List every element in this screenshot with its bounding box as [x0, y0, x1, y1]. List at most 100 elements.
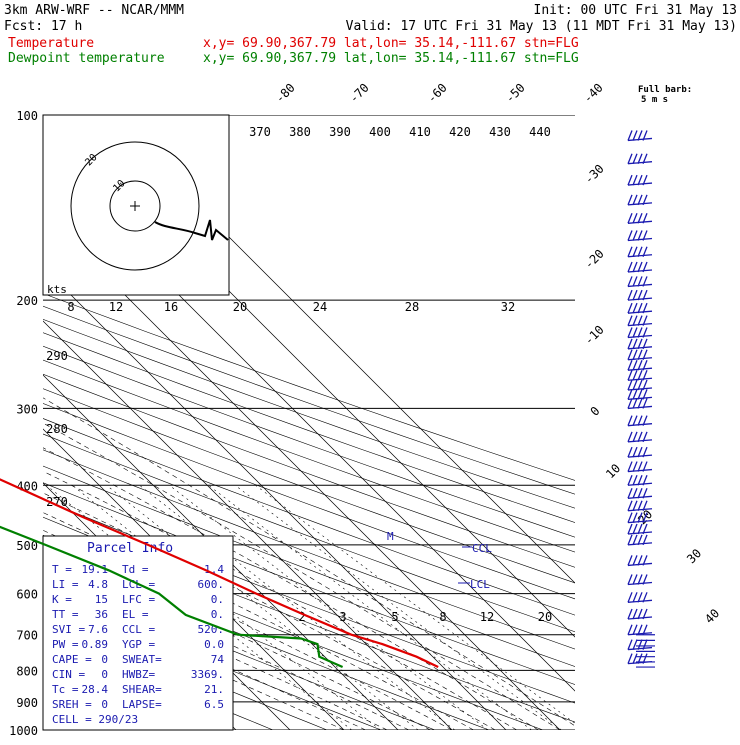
parcel-info-cell: Td = — [122, 563, 149, 576]
wind-barb-flag — [637, 338, 643, 350]
wind-barb-flag — [627, 534, 633, 546]
wind-barb-flag — [642, 488, 648, 499]
wind-barb-flag — [642, 555, 648, 566]
dry-adiabat — [43, 388, 575, 584]
wind-barb-flag — [627, 446, 633, 458]
pressure-tick-label: 800 — [16, 664, 38, 678]
wind-barb-flag — [627, 398, 633, 409]
parcel-info-cell: PW = — [52, 638, 79, 651]
wind-barb-shaft — [627, 269, 653, 273]
wind-barb-flag — [642, 415, 648, 426]
pressure-tick-label: 500 — [16, 539, 38, 553]
wind-barb-shaft — [627, 616, 653, 620]
wind-barb-flag — [632, 379, 638, 391]
wind-barb-flag — [637, 500, 643, 511]
wind-barb-flag — [632, 523, 638, 535]
wind-barb-flag — [642, 446, 648, 458]
wind-barb-shaft — [627, 220, 653, 224]
parcel-info-cell: 7.6 — [88, 623, 108, 636]
wind-barb-flag — [637, 534, 643, 546]
wind-barb-flag — [627, 523, 633, 535]
theta-label: 370 — [249, 125, 271, 139]
wind-barb-flag — [632, 338, 638, 350]
wind-barb-flag — [632, 555, 638, 566]
wind-barb-flag — [637, 555, 643, 566]
wind-barb-flag — [637, 302, 643, 314]
wind-barb-shaft — [627, 531, 653, 535]
wind-barb-flag — [632, 461, 638, 472]
wind-barb-flag — [642, 389, 648, 400]
theta-labels: 370 380 390 400 410 420 430 440 290 280 270 — [46, 125, 551, 509]
wind-barb-flag — [627, 488, 633, 499]
wind-barb-flag — [632, 153, 638, 164]
wind-barb-shaft — [627, 646, 653, 651]
pressure-tick-label: 600 — [16, 588, 38, 602]
wind-barb-flag — [637, 359, 643, 371]
wind-barb-flag — [637, 194, 643, 206]
wind-barb-flag — [637, 523, 643, 535]
wind-barb-flag — [632, 512, 638, 523]
wind-barb-flag — [642, 574, 648, 585]
moist-adiabat — [43, 545, 431, 730]
isotherm-label: -10 — [582, 323, 607, 348]
wind-barb-shaft — [627, 562, 653, 567]
parcel-info-cell: 600. — [198, 578, 225, 591]
wind-barb-flag — [627, 276, 633, 287]
pressure-tick-label: 100 — [16, 109, 38, 123]
parcel-info-cell: 28.4 — [82, 683, 109, 696]
wind-barb-flag — [642, 370, 648, 381]
hodograph-units: kts — [47, 283, 67, 296]
moist-adiabat — [43, 422, 561, 730]
wind-barb-flag — [637, 592, 643, 603]
model-title: 3km ARW-WRF -- NCAR/MMM — [4, 3, 184, 18]
wind-barb-shaft — [627, 182, 653, 186]
wind-barb-flag — [627, 653, 633, 664]
wind-barb-flag — [637, 261, 643, 273]
wind-barb-flag — [627, 475, 633, 486]
wind-barb-shaft — [627, 367, 653, 371]
wind-barb-flag — [627, 174, 633, 186]
parcel-info-cell: LAPSE= — [122, 698, 162, 711]
wind-barb-shaft — [627, 482, 653, 486]
wind-barb-flag — [627, 338, 633, 350]
pressure-tick-label: 300 — [16, 402, 38, 416]
dry-adiabat — [43, 499, 575, 704]
parcel-info-cell: SWEAT= — [122, 653, 162, 666]
wind-barb-shaft — [627, 519, 653, 524]
wind-barb-shaft — [627, 599, 653, 603]
mixing-ratio-labels: 8 12 16 20 24 28 32 2 3 5 8 12 20 — [67, 300, 552, 624]
init-time: Init: 00 UTC Fri 31 May 13 — [534, 3, 738, 18]
wind-barb-flag — [637, 446, 643, 458]
wind-barb-shaft — [627, 254, 653, 258]
wind-barb-flag — [627, 389, 633, 400]
wind-barb-flag — [632, 608, 638, 620]
wind-barb-flag — [632, 592, 638, 603]
wind-barb-shaft — [627, 405, 653, 410]
dry-adiabat — [43, 359, 575, 553]
wind-barb-flag — [642, 461, 648, 472]
wind-barb-flag — [642, 500, 648, 511]
wind-barb-shaft — [627, 137, 653, 142]
wind-barb-flag — [642, 338, 648, 350]
wind-barb-flag — [637, 246, 643, 257]
wind-barb-flag — [627, 349, 633, 360]
isotherm-label: 30 — [684, 546, 704, 566]
theta-label: 390 — [329, 125, 351, 139]
parcel-info-cell: TT = — [52, 608, 79, 621]
wind-barb-flag — [637, 574, 643, 585]
parcel-info-cell: 36 — [95, 608, 108, 621]
temperature-location: x,y= 69.90,367.79 lat,lon= 35.14,-111.67… — [203, 36, 579, 51]
mixing-ratio-label-bottom: 8 — [439, 610, 446, 624]
isotherm-label: -30 — [582, 162, 607, 187]
parcel-info-cell: LI = — [52, 578, 79, 591]
parcel-info-cell: 3369. — [191, 668, 224, 681]
wind-barb-flag — [642, 475, 648, 486]
wind-barbs — [627, 130, 655, 668]
wind-barb-flag — [637, 174, 643, 186]
wind-barb-flag — [637, 370, 643, 381]
mixing-ratio-line — [139, 485, 455, 730]
wind-barb-flag — [627, 230, 633, 241]
wind-barb-flag — [642, 592, 648, 603]
wind-barb-flag — [632, 398, 638, 409]
